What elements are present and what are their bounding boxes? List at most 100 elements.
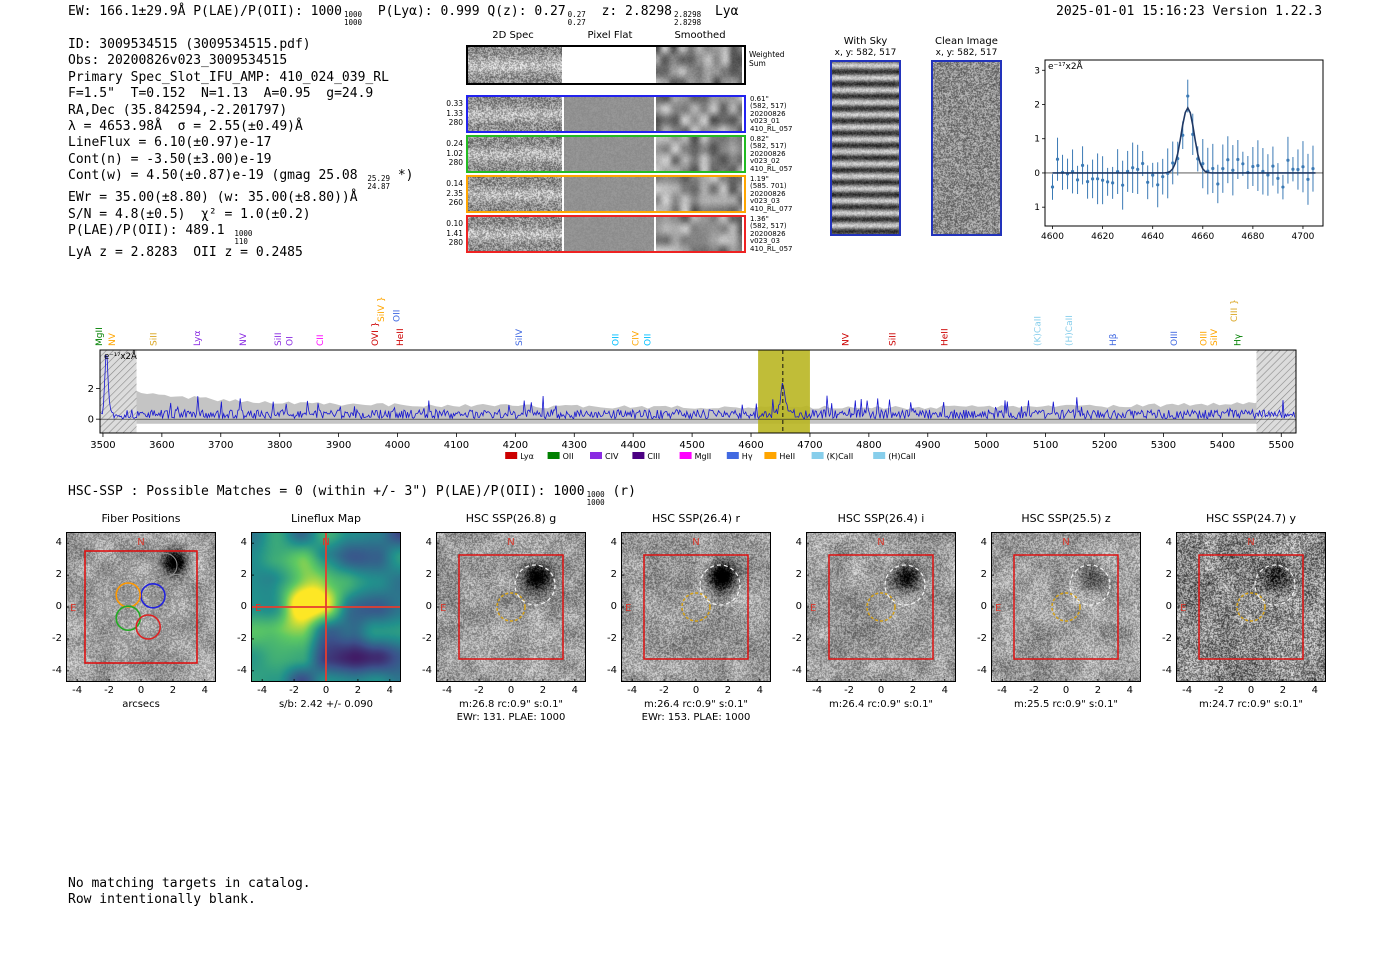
emission-line-label: Hβ	[1109, 333, 1119, 346]
emission-line-label: SiIV	[1210, 328, 1220, 346]
cutout-2dspec-image	[468, 217, 562, 251]
panel-y-tick-label: 0	[980, 601, 987, 612]
panel-x-tick-label: 4	[1311, 685, 1319, 696]
fiber-circle	[92, 573, 118, 599]
x-tick-label: 3900	[326, 440, 351, 451]
x-tick-label: 3700	[208, 440, 233, 451]
panel-x-tick-label: 2	[354, 685, 362, 696]
data-point	[1055, 157, 1060, 161]
fiber-circle	[152, 552, 178, 578]
panel-image	[1176, 532, 1326, 682]
panel-y-tick-label: -4	[52, 664, 62, 676]
panel-x-tick-label: 2	[169, 685, 177, 696]
emission-line-label: SiIV	[515, 328, 525, 346]
target-aperture-circle	[1236, 592, 1266, 622]
clean-image	[931, 60, 1002, 236]
legend-label: CIV	[605, 452, 619, 461]
panel-y-tick-label: -4	[422, 664, 432, 676]
panel-y-tick-label: -4	[792, 664, 802, 676]
panel-caption-2: EWr: 131. PLAE: 1000	[456, 712, 566, 723]
emission-line-label: NV	[108, 332, 118, 346]
redshift-text: z: 2.8298	[601, 4, 673, 19]
cutout-row-strip	[466, 135, 746, 173]
emission-line-label: OII	[643, 334, 653, 346]
data-point	[1161, 175, 1165, 179]
x-tick-label: 4800	[856, 440, 881, 451]
emission-line-label: OIII	[1200, 331, 1210, 346]
panel-y-tick-label: -4	[977, 664, 987, 676]
panel-x-tick-label: -4	[627, 685, 638, 696]
panel-x-tick-label: 2	[1094, 685, 1102, 696]
panel-x-tick-label: 4	[941, 685, 949, 696]
legend-swatch	[873, 452, 886, 459]
ew-plae-text: EW: 166.1±29.9Å P(LAE)/P(OII): 1000	[68, 4, 342, 19]
info-sn-chi2: S/N = 4.8(±0.5) χ² = 1.0(±0.2)	[68, 206, 311, 222]
compass-north-label: N	[1247, 537, 1254, 548]
compass-east-label: E	[1180, 603, 1186, 614]
legend-swatch	[632, 452, 645, 459]
info-lineflux: LineFlux = 6.10(±0.97)e-17	[68, 135, 272, 151]
panel-x-tick-label: -4	[812, 685, 823, 696]
panel-overlay: NE	[621, 532, 771, 682]
data-point	[1261, 169, 1265, 173]
panel-x-tick-label: -4	[442, 685, 453, 696]
fiber-circle	[176, 594, 202, 620]
emission-line-label: OII	[392, 310, 402, 322]
data-point	[1111, 181, 1115, 185]
emission-line-label: OVI }	[371, 322, 381, 346]
panel-y-tick-label: 4	[55, 537, 62, 549]
extraction-box	[828, 554, 934, 660]
clean-image-coords: x, y: 582, 517	[935, 48, 998, 58]
data-point	[1241, 162, 1245, 166]
fiber-circle	[104, 636, 130, 662]
panel-y-tick-label: 0	[795, 601, 802, 612]
weighted-2dspec-image	[468, 47, 562, 83]
data-point	[1085, 180, 1090, 184]
panel-border	[1176, 532, 1326, 682]
panel-caption-1: m:26.8 rc:0.9" s:0.1"	[458, 699, 564, 710]
panel-title: HSC SSP(26.4) r	[651, 512, 741, 525]
data-point	[1075, 178, 1080, 182]
emission-line-label: CIII }	[1230, 299, 1240, 322]
cutout-2dspec-image	[468, 137, 562, 171]
plae-poii-confidence-interval: 1000 110	[234, 229, 253, 246]
data-point	[1281, 185, 1285, 189]
cutout-annotation: 0.82" (582, 517) 20200826 v023_02 410_RL_057	[750, 135, 793, 173]
x-tick-label: 4680	[1241, 232, 1264, 242]
plot-box	[1044, 59, 1324, 227]
highlighted-fiber-circle	[135, 614, 161, 640]
timestamp-version: 2025-01-01 15:16:23 Version 1.22.3	[1056, 4, 1323, 19]
cutout-annotation: 0.61" (582, 517) 20200826 v023_01 410_RL_057	[750, 95, 793, 133]
legend-label: Hγ	[742, 452, 753, 461]
panel-x-tick-label: 2	[724, 685, 732, 696]
panel-x-tick-label: 4	[1126, 685, 1134, 696]
emission-line-label: SiII	[150, 332, 160, 346]
panel-overlay: NE	[1176, 532, 1326, 682]
x-tick-label: 4000	[385, 440, 410, 451]
data-point	[1221, 167, 1225, 171]
info-primary-amp: Primary Spec_Slot_IFU_AMP: 410_024_039_R…	[68, 69, 389, 85]
data-point	[1276, 176, 1280, 180]
emission-line-label: Lyα	[193, 330, 203, 346]
panel-y-tick-label: -2	[1162, 632, 1172, 644]
x-tick-label: 3800	[267, 440, 292, 451]
legend-swatch	[764, 452, 777, 459]
panel-y-tick-label: 2	[1165, 569, 1172, 581]
panel-caption-1: m:26.4 rc:0.9" s:0.1"	[643, 699, 749, 710]
summary-line: EW: 166.1±29.9Å P(LAE)/P(OII): 1000 1000 1…	[68, 4, 738, 26]
flux-units-annotation: e⁻¹⁷x2Å	[104, 350, 137, 362]
emission-line-label: HeII	[940, 328, 950, 346]
plya-qz-text: P(Lyα): 0.999 Q(z): 0.27	[377, 4, 566, 19]
weighted-sum-label: Weighted Sum	[749, 50, 785, 68]
neighbor-aperture-circle	[514, 564, 556, 606]
panel-image	[991, 532, 1141, 682]
y-tick-label: 0	[1035, 169, 1040, 179]
info-redshifts: LyA z = 2.8283 OII z = 0.2485	[68, 245, 303, 261]
x-tick-label: 4700	[1292, 232, 1315, 242]
data-point	[1121, 183, 1125, 187]
x-tick-label: 5000	[974, 440, 999, 451]
data-point	[1301, 165, 1305, 169]
emission-line-label: Hγ	[1234, 333, 1244, 346]
panel-y-tick-label: 2	[425, 569, 432, 581]
panel-y-tick-label: 2	[795, 569, 802, 581]
